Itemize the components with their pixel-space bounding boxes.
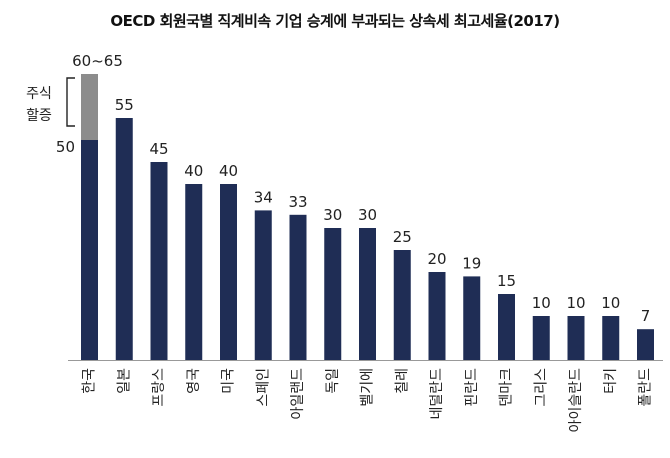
bar-1 [81,140,98,360]
bar-9 [359,228,376,360]
bar-16 [602,316,620,360]
bar-11 [428,272,446,360]
category-label-12: 핀란드 [464,368,480,407]
bar-14 [532,316,550,360]
category-label-8: 독일 [325,368,341,394]
bracket-line [66,77,75,127]
chart-title: OECD 회원국별 직계비속 기업 승계에 부과되는 상속세 최고세율(2017… [110,12,560,30]
category-label-10: 칠레 [394,368,410,394]
bar-8 [324,228,342,360]
value-label-3: 45 [149,140,168,158]
bar-3 [150,162,168,360]
bar-17 [637,329,654,360]
bracket-label-1: 주식 [26,86,52,102]
value-label-2: 55 [115,96,134,114]
category-label-4: 영국 [186,368,202,394]
bar-13 [498,294,515,360]
category-label-6: 스페인 [255,368,271,407]
category-label-7: 아일랜드 [290,368,306,420]
value-label-1: 50 [56,138,75,156]
category-label-3: 프랑스 [151,368,167,407]
value-label-5: 40 [219,162,238,180]
value-label-6: 34 [254,188,273,206]
category-label-5: 미국 [221,368,237,394]
bar-4 [185,184,203,360]
value-label-15: 10 [566,294,585,312]
category-label-11: 네덜란드 [429,368,445,420]
category-label-14: 그리스 [533,368,549,407]
value-label-11: 20 [427,250,446,268]
bar-5 [220,184,237,360]
bar-10 [393,250,411,360]
value-label-extra: 60~65 [72,52,123,70]
value-label-14: 10 [532,294,551,312]
value-label-4: 40 [184,162,203,180]
category-label-17: 폴란드 [638,368,654,407]
bar-extra-segment [81,74,98,140]
category-label-13: 덴마크 [499,368,515,407]
value-label-17: 7 [641,307,651,325]
bar-2 [115,118,133,360]
value-label-7: 33 [288,193,307,211]
bar-12 [463,276,481,360]
bar-15 [567,316,585,360]
value-label-10: 25 [393,228,412,246]
bar-6 [254,210,272,360]
value-label-12: 19 [462,254,481,272]
value-label-8: 30 [323,206,342,224]
value-label-9: 30 [358,206,377,224]
bracket-label-2: 할증 [26,108,52,124]
value-label-13: 15 [497,272,516,290]
category-label-1: 한국 [82,368,98,394]
category-label-2: 일본 [116,368,132,394]
category-label-15: 아이슬란드 [568,368,584,433]
category-label-9: 벨기에 [360,368,376,407]
bar-7 [289,214,307,360]
category-label-16: 터키 [603,368,619,394]
value-label-16: 10 [601,294,620,312]
